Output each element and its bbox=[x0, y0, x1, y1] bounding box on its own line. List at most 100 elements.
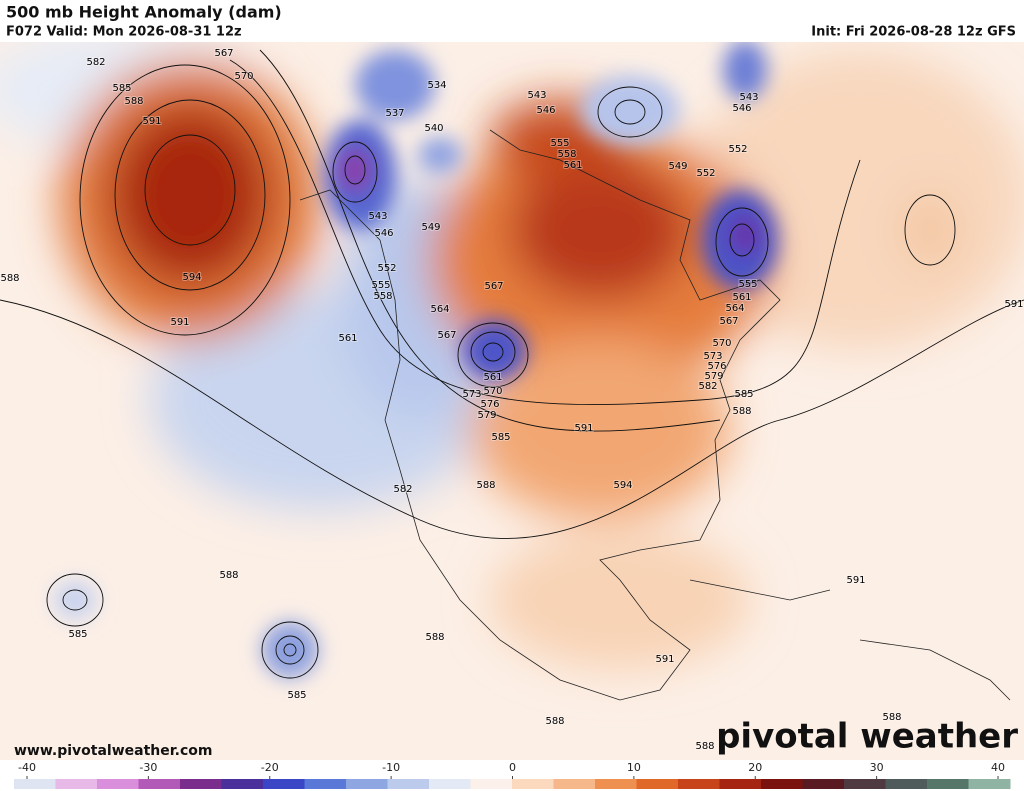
contour-label: 579 bbox=[704, 371, 723, 382]
contour-label: 561 bbox=[732, 292, 751, 303]
contour-label: 570 bbox=[483, 386, 502, 397]
colorbar-swatch bbox=[553, 779, 596, 789]
contour-label: 543 bbox=[368, 211, 387, 222]
colorbar-swatch bbox=[304, 779, 347, 789]
contour-label: 546 bbox=[732, 103, 751, 114]
contour-label: 555 bbox=[738, 279, 757, 290]
colorbar-swatch bbox=[387, 779, 430, 789]
contour-label: 567 bbox=[214, 48, 233, 59]
contour-label: 573 bbox=[462, 389, 481, 400]
site-url: www.pivotalweather.com bbox=[14, 743, 213, 759]
contour-label: 591 bbox=[170, 317, 189, 328]
colorbar-swatch bbox=[968, 779, 1011, 789]
contour-label: 591 bbox=[846, 575, 865, 586]
init-time: Init: Fri 2026-08-28 12z GFS bbox=[811, 25, 1016, 40]
colorbar: -40 -30 -20 -10 0 10 20 30 40 bbox=[14, 761, 1011, 789]
contour-label: 579 bbox=[477, 410, 496, 421]
map-title: 500 mb Height Anomaly (dam) bbox=[6, 3, 282, 22]
contour-label: 588 bbox=[124, 96, 143, 107]
contour-label: 570 bbox=[234, 71, 253, 82]
colorbar-swatch bbox=[221, 779, 264, 789]
contour-label: 567 bbox=[484, 281, 503, 292]
colorbar-tick-label: 20 bbox=[748, 761, 762, 774]
colorbar-swatch bbox=[429, 779, 471, 789]
low-centers bbox=[53, 42, 778, 678]
contour-label: 555 bbox=[550, 138, 569, 149]
valid-time: F072 Valid: Mon 2026-08-31 12z bbox=[6, 25, 242, 40]
contour-label: 591 bbox=[142, 116, 161, 127]
colorbar-swatch bbox=[719, 779, 762, 789]
contour-label: 537 bbox=[385, 108, 404, 119]
colorbar-swatch bbox=[512, 779, 554, 789]
contour-label: 555 bbox=[371, 280, 390, 291]
colorbar-swatch bbox=[97, 779, 139, 789]
contour-label: 588 bbox=[695, 741, 714, 752]
contour-label: 588 bbox=[425, 632, 444, 643]
contour-label: 582 bbox=[86, 57, 105, 68]
colorbar-tick-label: -30 bbox=[139, 761, 157, 774]
colorbar-swatch bbox=[138, 779, 181, 789]
colorbar-swatch bbox=[761, 779, 803, 789]
contour-label: 561 bbox=[483, 372, 502, 383]
map: 5675705825855885915945915885345375405435… bbox=[0, 42, 1024, 760]
contour-label: 558 bbox=[557, 149, 576, 160]
anomaly-field bbox=[0, 42, 1024, 670]
contour-label: 588 bbox=[732, 406, 751, 417]
contour-label: 543 bbox=[527, 90, 546, 101]
contour-label: 585 bbox=[68, 629, 87, 640]
contour-label: 552 bbox=[728, 144, 747, 155]
colorbar-swatch bbox=[802, 779, 845, 789]
contour-label: 591 bbox=[1004, 299, 1023, 310]
contour-label: 540 bbox=[424, 123, 443, 134]
height-contours bbox=[0, 49, 1024, 679]
contour-label: 588 bbox=[882, 712, 901, 723]
colorbar-swatch bbox=[263, 779, 305, 789]
contour-label: 576 bbox=[707, 361, 726, 372]
contour-label: 576 bbox=[480, 399, 499, 410]
contour-label: 561 bbox=[563, 160, 582, 171]
contour-labels: 5675705825855885915945915885345375405435… bbox=[0, 47, 1024, 753]
contour-label: 543 bbox=[739, 92, 758, 103]
contour-label: 591 bbox=[655, 654, 674, 665]
contour-label: 585 bbox=[734, 389, 753, 400]
contour-label: 567 bbox=[719, 316, 738, 327]
colorbar-swatch bbox=[927, 779, 969, 789]
colorbar-swatch bbox=[470, 779, 513, 789]
colorbar-tick-label: -40 bbox=[18, 761, 36, 774]
contour-label: 552 bbox=[377, 263, 396, 274]
colorbar-tick-label: -20 bbox=[261, 761, 279, 774]
contour-label: 594 bbox=[182, 272, 201, 283]
contour-label: 534 bbox=[427, 80, 446, 91]
contour-label: 588 bbox=[0, 273, 19, 284]
contour-label: 549 bbox=[668, 161, 687, 172]
colorbar-swatch bbox=[636, 779, 679, 789]
contour-label: 558 bbox=[373, 291, 392, 302]
colorbar-swatch bbox=[346, 779, 388, 789]
contour-label: 588 bbox=[219, 570, 238, 581]
colorbar-tick-label: 40 bbox=[991, 761, 1005, 774]
contour-label: 549 bbox=[421, 222, 440, 233]
colorbar-tick-label: -10 bbox=[382, 761, 400, 774]
contour-label: 582 bbox=[393, 484, 412, 495]
contour-label: 582 bbox=[698, 381, 717, 392]
colorbar-tick-label: 10 bbox=[627, 761, 641, 774]
colorbar-swatch bbox=[55, 779, 98, 789]
contour-label: 585 bbox=[112, 83, 131, 94]
colorbar-tick-label: 0 bbox=[509, 761, 516, 774]
contour-label: 567 bbox=[437, 330, 456, 341]
contour-label: 594 bbox=[613, 480, 632, 491]
contour-label: 564 bbox=[725, 303, 744, 314]
colorbar-swatch bbox=[678, 779, 720, 789]
colorbar-swatch bbox=[180, 779, 222, 789]
logo: pivotal weather bbox=[716, 717, 1018, 757]
colorbar-swatch bbox=[14, 779, 56, 789]
colorbar-tick-label: 30 bbox=[870, 761, 884, 774]
colorbar-swatch bbox=[885, 779, 928, 789]
colorbar-swatch bbox=[595, 779, 637, 789]
contour-label: 588 bbox=[476, 480, 495, 491]
contour-label: 561 bbox=[338, 333, 357, 344]
contour-label: 585 bbox=[287, 690, 306, 701]
colorbar-swatch bbox=[844, 779, 886, 789]
contour-label: 546 bbox=[536, 105, 555, 116]
